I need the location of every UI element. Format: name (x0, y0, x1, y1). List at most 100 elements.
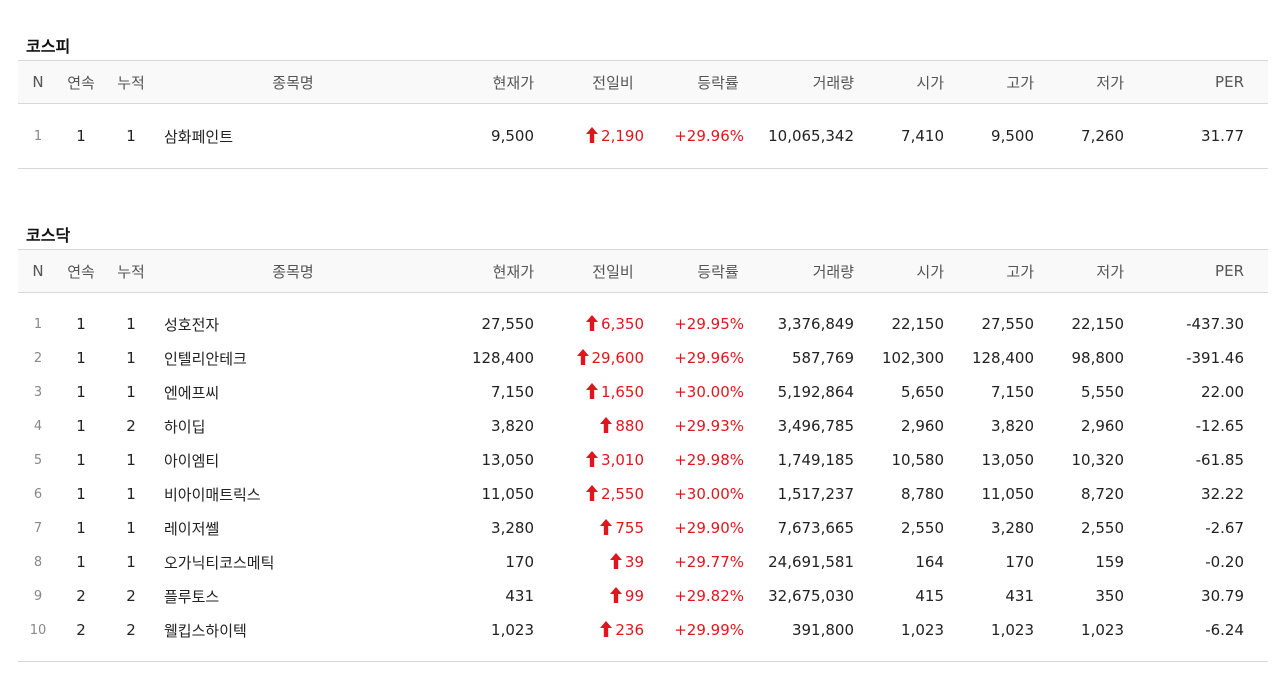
stock-name-link[interactable]: 삼화페인트 (164, 127, 234, 146)
low-price: 5,550 (1081, 383, 1124, 401)
cumulative-count: 1 (126, 451, 136, 469)
up-arrow-icon (586, 127, 599, 143)
column-header-name[interactable]: 종목명 (158, 60, 428, 104)
column-header-rate[interactable]: 등락률 (668, 60, 768, 104)
column-header-change[interactable]: 전일비 (558, 60, 668, 104)
column-header-open[interactable]: 시가 (878, 249, 968, 293)
per-value: -0.20 (1205, 553, 1244, 571)
column-header-volume[interactable]: 거래량 (768, 60, 878, 104)
row-number: 1 (33, 316, 43, 332)
stock-name-link[interactable]: 플루토스 (164, 587, 220, 606)
per-value: 31.77 (1201, 127, 1244, 145)
up-arrow-icon (609, 587, 622, 603)
high-price: 7,150 (991, 383, 1034, 401)
column-header-per[interactable]: PER (1148, 60, 1268, 104)
consecutive-days: 2 (76, 587, 86, 605)
open-price: 2,550 (901, 519, 944, 537)
change-value: 6,350 (558, 307, 668, 341)
volume: 391,800 (791, 621, 854, 639)
column-header-n[interactable]: N (18, 249, 58, 293)
table-row[interactable]: 2 1 1 인텔리안테크 128,400 29,600 +29.96% 587,769 102,… (18, 341, 1268, 375)
stock-name-link[interactable]: 인텔리안테크 (164, 349, 247, 368)
open-price: 2,960 (901, 417, 944, 435)
cumulative-count: 1 (126, 349, 136, 367)
column-header-consecutive[interactable]: 연속 (58, 249, 104, 293)
change-rate: +30.00% (674, 485, 744, 503)
column-header-cumulative[interactable]: 누적 (104, 249, 158, 293)
volume: 1,749,185 (777, 451, 854, 469)
stock-name-link[interactable]: 하이딥 (164, 417, 206, 436)
stock-name-link[interactable]: 레이저쎌 (164, 519, 220, 538)
change-value: 2,190 (558, 116, 668, 156)
column-header-cumulative[interactable]: 누적 (104, 60, 158, 104)
table-row[interactable]: 6 1 1 비아이매트릭스 11,050 2,550 +30.00% 1,517,237 8,7… (18, 477, 1268, 511)
low-price: 8,720 (1081, 485, 1124, 503)
cumulative-count: 1 (126, 127, 136, 145)
change-value: 755 (558, 511, 668, 545)
low-price: 10,320 (1071, 451, 1125, 469)
column-header-n[interactable]: N (18, 60, 58, 104)
change-amount: 2,190 (601, 127, 644, 145)
cumulative-count: 2 (126, 587, 136, 605)
table-row[interactable]: 5 1 1 아이엠티 13,050 3,010 +29.98% 1,749,185 10,580… (18, 443, 1268, 477)
cumulative-count: 1 (126, 553, 136, 571)
change-rate: +29.95% (674, 315, 744, 333)
row-number: 5 (33, 452, 43, 468)
row-number: 2 (33, 350, 43, 366)
column-header-high[interactable]: 고가 (968, 249, 1058, 293)
change-value: 880 (558, 409, 668, 443)
column-header-price[interactable]: 현재가 (428, 249, 558, 293)
volume: 32,675,030 (768, 587, 854, 605)
column-header-high[interactable]: 고가 (968, 60, 1058, 104)
column-header-open[interactable]: 시가 (878, 60, 968, 104)
table-row[interactable]: 1 1 1 삼화페인트 9,500 2,190 +29.96% 10,065,342 7,410… (18, 116, 1268, 156)
column-header-name[interactable]: 종목명 (158, 249, 428, 293)
cumulative-count: 1 (126, 519, 136, 537)
open-price: 415 (915, 587, 944, 605)
stock-name-link[interactable]: 비아이매트릭스 (164, 485, 261, 504)
change-value: 99 (558, 579, 668, 613)
up-arrow-icon (586, 451, 599, 467)
table-row[interactable]: 9 2 2 플루토스 431 99 +29.82% 32,675,030 415 431 350 30… (18, 579, 1268, 613)
table-row[interactable]: 4 1 2 하이딥 3,820 880 +29.93% 3,496,785 2,960 3,820… (18, 409, 1268, 443)
open-price: 1,023 (901, 621, 944, 639)
high-price: 3,820 (991, 417, 1034, 435)
stock-name-link[interactable]: 오가닉티코스메틱 (164, 553, 275, 572)
up-arrow-icon (576, 349, 589, 365)
column-header-consecutive[interactable]: 연속 (58, 60, 104, 104)
change-amount: 236 (615, 621, 644, 639)
high-price: 27,550 (981, 315, 1035, 333)
change-rate: +29.99% (674, 621, 744, 639)
stock-name-link[interactable]: 성호전자 (164, 315, 220, 334)
table-row[interactable]: 8 1 1 오가닉티코스메틱 170 39 +29.77% 24,691,581 164 170 1… (18, 545, 1268, 579)
low-price: 98,800 (1071, 349, 1125, 367)
stock-name-link[interactable]: 엔에프씨 (164, 383, 220, 402)
column-header-per[interactable]: PER (1148, 249, 1268, 293)
change-rate: +29.96% (674, 349, 744, 367)
per-value: -2.67 (1205, 519, 1244, 537)
low-price: 159 (1095, 553, 1124, 571)
open-price: 102,300 (881, 349, 944, 367)
column-header-change[interactable]: 전일비 (558, 249, 668, 293)
cumulative-count: 2 (126, 621, 136, 639)
column-header-price[interactable]: 현재가 (428, 60, 558, 104)
table-row[interactable]: 3 1 1 엔에프씨 7,150 1,650 +30.00% 5,192,864 5,650 7,… (18, 375, 1268, 409)
table-row[interactable]: 1 1 1 성호전자 27,550 6,350 +29.95% 3,376,849 22,150… (18, 307, 1268, 341)
column-header-low[interactable]: 저가 (1058, 249, 1148, 293)
table-bottom-border (18, 168, 1268, 169)
current-price: 13,050 (481, 451, 535, 469)
table-header-row: N 연속 누적 종목명 현재가 전일비 등락률 거래량 시가 고가 저가 PER (18, 60, 1268, 104)
high-price: 170 (1005, 553, 1034, 571)
table-row[interactable]: 10 2 2 웰킵스하이텍 1,023 236 +29.99% 391,800 1,023 1,0… (18, 613, 1268, 647)
stock-name-link[interactable]: 웰킵스하이텍 (164, 621, 247, 640)
table-row[interactable]: 7 1 1 레이저쎌 3,280 755 +29.90% 7,673,665 2,550 3,28… (18, 511, 1268, 545)
column-header-rate[interactable]: 등락률 (668, 249, 768, 293)
volume: 5,192,864 (777, 383, 854, 401)
current-price: 3,280 (491, 519, 534, 537)
stock-name-link[interactable]: 아이엠티 (164, 451, 220, 470)
consecutive-days: 1 (76, 553, 86, 571)
change-amount: 755 (615, 519, 644, 537)
per-value: 30.79 (1201, 587, 1244, 605)
column-header-low[interactable]: 저가 (1058, 60, 1148, 104)
column-header-volume[interactable]: 거래량 (768, 249, 878, 293)
